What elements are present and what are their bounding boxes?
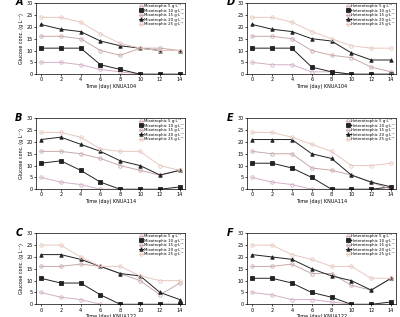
X-axis label: Time (day) KNUA122: Time (day) KNUA122 bbox=[85, 314, 136, 317]
Legend: Mixotrophic 5 g·L⁻¹, Mixotrophic 10 g·L⁻¹, Mixotrophic 15 g·L⁻¹, Mixotrophic 20 : Mixotrophic 5 g·L⁻¹, Mixotrophic 10 g·L⁻… bbox=[138, 119, 184, 142]
Text: C: C bbox=[15, 228, 22, 238]
Legend: Mixotrophic 5 g·L⁻¹, Mixotrophic 10 g·L⁻¹, Mixotrophic 15 g·L⁻¹, Mixotrophic 20 : Mixotrophic 5 g·L⁻¹, Mixotrophic 10 g·L⁻… bbox=[138, 3, 184, 27]
Y-axis label: Glucose conc. (g L⁻¹): Glucose conc. (g L⁻¹) bbox=[20, 128, 24, 179]
Y-axis label: Glucose conc. (g L⁻¹): Glucose conc. (g L⁻¹) bbox=[20, 243, 24, 294]
Legend: Heterotrophic 5 g·L⁻¹, Heterotrophic 10 g·L⁻¹, Heterotrophic 15 g·L⁻¹, Heterotro: Heterotrophic 5 g·L⁻¹, Heterotrophic 10 … bbox=[346, 234, 396, 257]
X-axis label: Time (day) KNUA104: Time (day) KNUA104 bbox=[296, 84, 347, 89]
Text: E: E bbox=[226, 113, 233, 123]
Legend: Heterotrophic 5 g·L⁻¹, Heterotrophic 10 g·L⁻¹, Heterotrophic 15 g·L⁻¹, Heterotro: Heterotrophic 5 g·L⁻¹, Heterotrophic 10 … bbox=[346, 3, 396, 27]
X-axis label: Time (day) KNUA122: Time (day) KNUA122 bbox=[296, 314, 347, 317]
X-axis label: Time (day) KNUA104: Time (day) KNUA104 bbox=[85, 84, 136, 89]
Y-axis label: Glucose conc. (g L⁻¹): Glucose conc. (g L⁻¹) bbox=[20, 13, 24, 64]
Text: A: A bbox=[15, 0, 23, 8]
Legend: Mixotrophic 5 g·L⁻¹, Mixotrophic 10 g·L⁻¹, Mixotrophic 15 g·L⁻¹, Mixotrophic 20 : Mixotrophic 5 g·L⁻¹, Mixotrophic 10 g·L⁻… bbox=[138, 234, 184, 257]
X-axis label: Time (day) KNUA114: Time (day) KNUA114 bbox=[85, 199, 136, 204]
X-axis label: Time (day) KNUA114: Time (day) KNUA114 bbox=[296, 199, 347, 204]
Text: D: D bbox=[226, 0, 234, 8]
Text: B: B bbox=[15, 113, 22, 123]
Text: F: F bbox=[226, 228, 233, 238]
Legend: Heterotrophic 5 g·L⁻¹, Heterotrophic 10 g·L⁻¹, Heterotrophic 15 g·L⁻¹, Heterotro: Heterotrophic 5 g·L⁻¹, Heterotrophic 10 … bbox=[346, 119, 396, 142]
